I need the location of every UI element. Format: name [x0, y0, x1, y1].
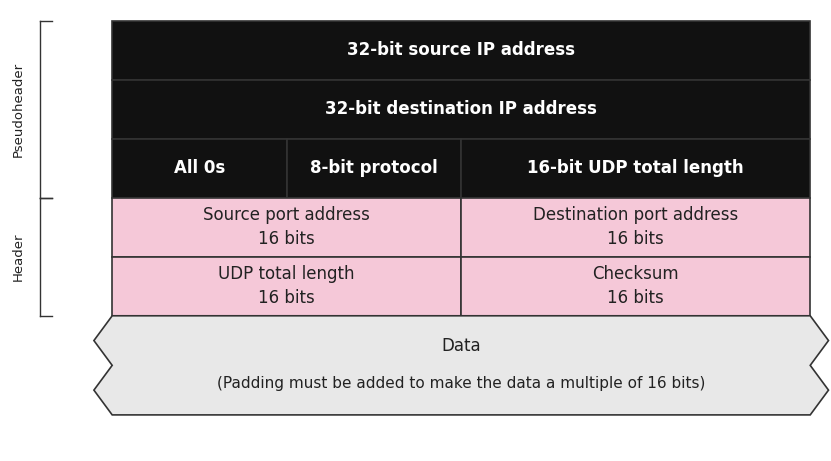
- Text: Pseudoheader: Pseudoheader: [12, 62, 25, 157]
- Polygon shape: [94, 316, 829, 415]
- Text: 32-bit destination IP address: 32-bit destination IP address: [325, 100, 597, 118]
- Text: Checksum
16 bits: Checksum 16 bits: [593, 266, 679, 307]
- Bar: [461, 198, 810, 257]
- Bar: [112, 139, 287, 198]
- Bar: [461, 139, 810, 198]
- Bar: [112, 257, 461, 316]
- Text: UDP total length
16 bits: UDP total length 16 bits: [219, 266, 355, 307]
- Bar: [461, 257, 810, 316]
- Bar: [112, 21, 810, 80]
- Bar: [112, 198, 461, 257]
- Text: (Padding must be added to make the data a multiple of 16 bits): (Padding must be added to make the data …: [217, 376, 706, 390]
- Bar: [287, 139, 461, 198]
- Text: All 0s: All 0s: [174, 159, 225, 177]
- Text: 8-bit protocol: 8-bit protocol: [310, 159, 438, 177]
- Text: Header: Header: [12, 232, 25, 281]
- Bar: [112, 80, 810, 139]
- Text: Destination port address
16 bits: Destination port address 16 bits: [534, 207, 738, 248]
- Text: 16-bit UDP total length: 16-bit UDP total length: [528, 159, 744, 177]
- Text: 32-bit source IP address: 32-bit source IP address: [347, 41, 575, 59]
- Text: Source port address
16 bits: Source port address 16 bits: [204, 207, 370, 248]
- Text: Data: Data: [441, 337, 481, 355]
